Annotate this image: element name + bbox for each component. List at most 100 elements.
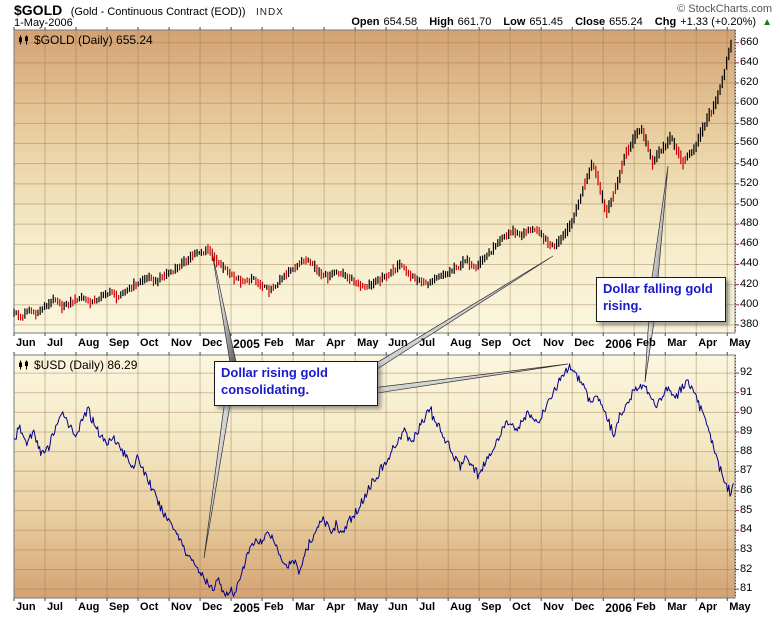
x-tick-label: Oct [140, 601, 159, 613]
x-tick-label: Nov [543, 337, 564, 349]
x-tick-label: Mar [667, 601, 687, 613]
change-value: +1.33 (+0.20%) [680, 16, 757, 28]
x-tick-label: Aug [450, 601, 472, 613]
y-tick-label: 560 [740, 136, 759, 149]
y-tick-label: 81 [740, 582, 753, 595]
sharpchart-icon [19, 35, 28, 45]
symbol-title: $GOLD [14, 2, 63, 18]
x-tick-label: Apr [326, 337, 346, 349]
y-tick-label: 400 [740, 297, 759, 310]
y-tick-label: 86 [740, 483, 753, 496]
usd-panel-label: $USD (Daily) 86.29 [18, 358, 137, 372]
change-label: Chg [654, 16, 677, 28]
y-tick-label: 84 [740, 523, 753, 536]
x-tick-label: Nov [543, 601, 564, 613]
y-tick-label: 420 [740, 277, 759, 290]
x-tick-label: Dec [202, 601, 223, 613]
y-tick-label: 500 [740, 196, 759, 209]
low-label: Low [503, 16, 526, 28]
x-tick-label: Jul [419, 601, 436, 613]
x-tick-label: Sep [481, 601, 502, 613]
annotation-text: Dollar rising gold consolidating. [221, 365, 328, 398]
y-tick-label: 92 [740, 366, 753, 379]
y-tick-label: 640 [740, 55, 759, 68]
low-value: 651.45 [529, 16, 564, 28]
y-tick-label: 440 [740, 257, 759, 270]
x-tick-label: Mar [667, 337, 687, 349]
y-tick-label: 83 [740, 542, 753, 555]
x-tick-label: Feb [636, 601, 656, 613]
y-tick-label: 580 [740, 116, 759, 129]
y-tick-label: 85 [740, 503, 753, 516]
y-tick-label: 380 [740, 317, 759, 330]
y-tick-label: 540 [740, 156, 759, 169]
x-tick-label: 2006 [605, 601, 632, 615]
y-tick-label: 90 [740, 405, 753, 418]
change-up-triangle-icon: ▲ [762, 17, 772, 28]
copyright-label: © StockCharts.com [677, 3, 772, 15]
y-tick-label: 82 [740, 562, 753, 575]
sharpchart-icon [19, 360, 28, 370]
x-tick-label: Aug [78, 601, 100, 613]
x-tick-label: Aug [78, 337, 100, 349]
annotation-text: Dollar falling gold rising. [603, 281, 713, 314]
x-tick-label: Sep [109, 601, 130, 613]
x-tick-label: Feb [264, 337, 284, 349]
x-tick-label: 2005 [233, 601, 260, 615]
x-tick-label: Dec [574, 601, 595, 613]
x-tick-label: Mar [295, 601, 315, 613]
chart-header: $GOLD (Gold - Continuous Contract (EOD))… [14, 2, 284, 20]
x-tick-label: Jul [47, 337, 63, 349]
x-tick-label: Jun [388, 601, 408, 613]
y-tick-label: 460 [740, 237, 759, 250]
x-tick-label: Oct [140, 337, 159, 349]
annotation-dollar-falling: Dollar falling gold rising. [596, 277, 726, 322]
x-tick-label: Dec [574, 337, 595, 349]
x-tick-label: Dec [202, 337, 223, 349]
y-tick-label: 88 [740, 444, 753, 457]
x-tick-label: Feb [264, 601, 284, 613]
y-tick-label: 520 [740, 176, 759, 189]
x-tick-label: 2006 [605, 337, 632, 351]
x-tick-label: Jul [419, 337, 436, 349]
x-tick-label: Sep [109, 337, 130, 349]
x-tick-label: 2005 [233, 337, 260, 351]
x-tick-label: Oct [512, 337, 531, 349]
high-value: 661.70 [457, 16, 492, 28]
open-label: Open [351, 16, 380, 28]
y-tick-label: 620 [740, 76, 759, 89]
close-label: Close [575, 16, 606, 28]
x-tick-label: Apr [698, 337, 718, 349]
x-tick-label: Aug [450, 337, 472, 349]
x-tick-label: May [729, 337, 751, 349]
y-tick-label: 660 [740, 35, 759, 48]
x-tick-label: May [357, 601, 379, 613]
x-tick-label: Jun [16, 337, 36, 349]
x-tick-label: Sep [481, 337, 502, 349]
high-label: High [429, 16, 454, 28]
close-value: 655.24 [609, 16, 643, 28]
gold-panel-label-text: $GOLD (Daily) 655.24 [34, 33, 153, 47]
y-tick-label: 480 [740, 217, 759, 230]
x-tick-label: Jun [16, 601, 36, 613]
exchange-label: INDX [255, 7, 284, 18]
x-tick-label: Apr [698, 601, 718, 613]
x-tick-label: Nov [171, 601, 192, 613]
x-tick-label: Oct [512, 601, 531, 613]
annotation-dollar-rising: Dollar rising gold consolidating. [214, 361, 378, 406]
x-tick-label: Jul [47, 601, 63, 613]
symbol-description: (Gold - Continuous Contract (EOD)) [70, 6, 246, 18]
open-value: 654.58 [383, 16, 418, 28]
usd-panel-label-text: $USD (Daily) 86.29 [34, 358, 138, 372]
y-tick-label: 91 [740, 385, 753, 398]
quote-line: Open 654.58 High 661.70 Low 651.45 Close 655… [342, 16, 772, 28]
chart-date: 1-May-2006 [14, 17, 73, 29]
x-tick-label: Nov [171, 337, 192, 349]
x-tick-label: Jun [388, 337, 408, 349]
gold-panel-label: $GOLD (Daily) 655.24 [18, 33, 153, 47]
x-tick-label: Mar [295, 337, 315, 349]
x-tick-label: Apr [326, 601, 346, 613]
x-tick-label: May [357, 337, 379, 349]
